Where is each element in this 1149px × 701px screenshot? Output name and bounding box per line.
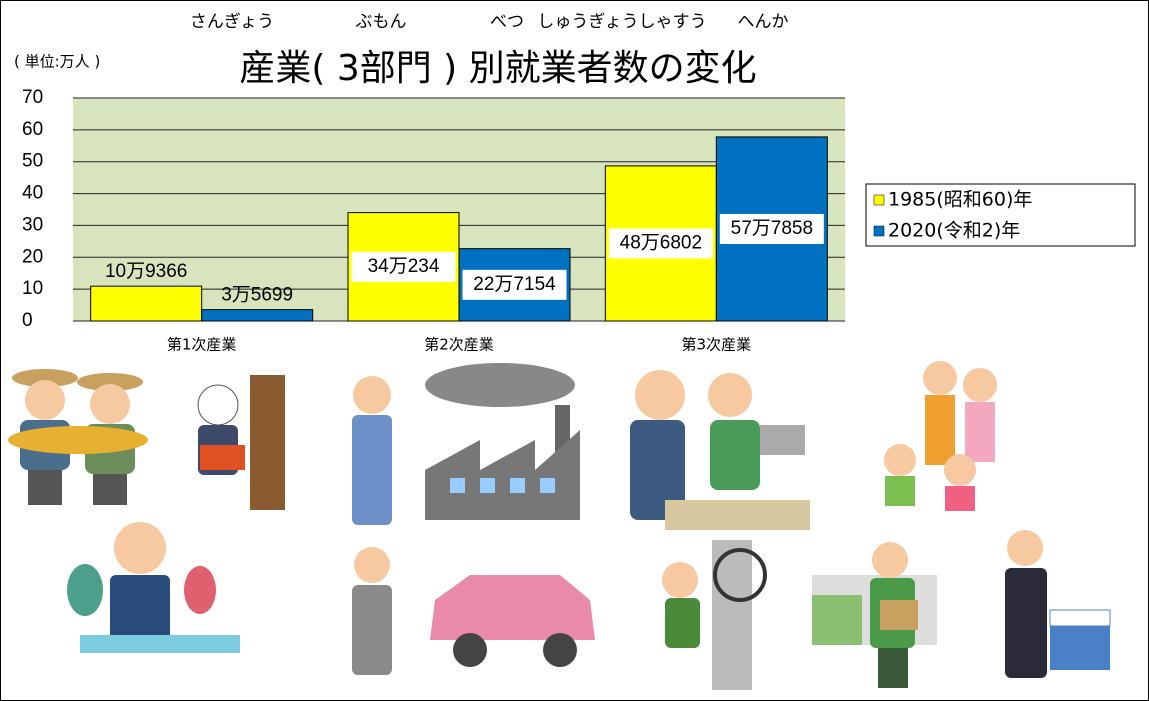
bar [201, 309, 314, 322]
value-label-bg [608, 228, 713, 259]
furigana: しゅうぎょうしゃすう [537, 12, 706, 32]
factory [425, 363, 580, 520]
legend-box [865, 183, 1136, 247]
value-label-bg [462, 269, 567, 300]
mechanic [352, 547, 392, 675]
fisherman [67, 522, 240, 653]
illustrations [8, 361, 1111, 690]
y-tick-label: 30 [22, 214, 43, 235]
lumberjack [197, 375, 285, 510]
value-label-bg [719, 213, 824, 244]
bar [90, 285, 203, 322]
value-label: 57万7858 [731, 218, 813, 239]
legend-swatch [873, 225, 885, 237]
furigana: へんか [738, 12, 789, 32]
electrician [662, 540, 767, 690]
x-tick-label: 第2次産業 [424, 336, 494, 354]
value-label: 10万9366 [105, 261, 187, 282]
y-tick-label: 0 [22, 310, 33, 331]
y-tick-label: 40 [22, 183, 43, 204]
worker [352, 376, 392, 525]
cashier [630, 370, 810, 530]
unit-label: ( 単位:万人 ) [14, 53, 100, 71]
farmers [8, 369, 148, 505]
furigana: ぶもん [356, 12, 407, 32]
value-label: 34万234 [368, 256, 440, 277]
x-tick-label: 第3次産業 [682, 336, 752, 354]
value-label-bg [351, 251, 456, 282]
legend-label: 1985(昭和60)年 [888, 189, 1032, 211]
delivery [812, 542, 937, 688]
value-label: 3万5699 [221, 285, 293, 306]
y-tick-label: 10 [22, 278, 43, 299]
y-tick-label: 20 [22, 246, 43, 267]
x-tick-label: 第1次産業 [167, 336, 237, 354]
chart-title: 産業( 3部門 ) 別就業者数の変化 [239, 48, 756, 89]
family [884, 361, 997, 511]
legend-swatch [873, 194, 885, 206]
value-label: 22万7154 [473, 274, 556, 295]
value-label: 48万6802 [620, 232, 702, 253]
furigana: さんぎょう [190, 12, 274, 32]
furigana: べつ [490, 12, 524, 32]
car [430, 575, 595, 667]
y-tick-label: 70 [22, 87, 43, 108]
y-tick-label: 50 [22, 151, 43, 172]
y-tick-label: 60 [22, 119, 43, 140]
legend-label: 2020(令和2)年 [888, 220, 1020, 242]
banker [1005, 530, 1111, 678]
